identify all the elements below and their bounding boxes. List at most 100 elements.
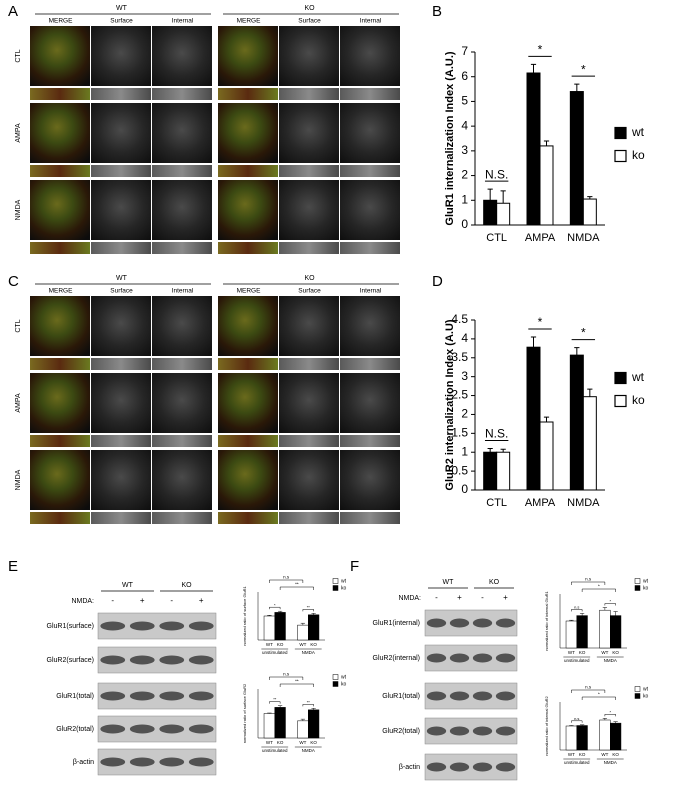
group-label: KO xyxy=(181,582,192,589)
micrograph xyxy=(30,180,90,240)
micrograph xyxy=(340,180,400,240)
bar xyxy=(565,725,578,751)
panel-label: D xyxy=(432,273,443,290)
x-tick-label: unstimulated xyxy=(262,650,288,655)
blot-band xyxy=(449,653,470,663)
micrograph xyxy=(279,450,339,510)
error-bar xyxy=(579,724,585,726)
bar xyxy=(565,620,578,649)
panel-label: F xyxy=(350,558,359,575)
significance-label: n.s xyxy=(283,575,290,580)
micrograph-strip xyxy=(279,358,339,370)
significance-label: * xyxy=(274,602,276,607)
blot-band xyxy=(159,691,185,701)
bar xyxy=(576,725,588,751)
micrograph xyxy=(279,26,339,86)
bar-label: KO xyxy=(612,650,619,655)
treatment-label: NMDA: xyxy=(398,595,421,602)
y-tick-label: 0 xyxy=(461,217,468,231)
panel-label: B xyxy=(432,3,442,20)
significance-label: * xyxy=(581,62,586,76)
blot-row-label: GluR2(internal) xyxy=(373,655,420,662)
legend-label: wt xyxy=(631,125,645,139)
significance-bracket xyxy=(581,588,616,592)
error-bar xyxy=(277,610,283,613)
bar-label: WT xyxy=(266,740,273,745)
y-tick-label: 1 xyxy=(461,192,468,206)
treatment-mark: - xyxy=(170,596,173,605)
treatment-mark: - xyxy=(435,593,438,602)
micrograph-strip xyxy=(30,358,90,370)
blot-band xyxy=(129,691,155,701)
panel-label: A xyxy=(8,3,18,20)
column-label: Surface xyxy=(110,18,133,25)
blot-band xyxy=(426,691,447,701)
treatment-mark: + xyxy=(140,596,145,605)
bar xyxy=(582,198,597,226)
blot-band xyxy=(100,621,126,631)
bar xyxy=(539,145,554,226)
micrograph-strip xyxy=(218,358,278,370)
micrograph-strip xyxy=(340,165,400,177)
y-tick-label: 4 xyxy=(461,118,468,132)
legend-label: ko xyxy=(632,148,645,162)
micrograph-strip xyxy=(91,512,151,524)
error-bar xyxy=(587,196,593,200)
bar xyxy=(308,614,320,641)
micrograph xyxy=(91,296,151,356)
blot-band xyxy=(472,726,493,736)
micrograph-strip xyxy=(152,512,212,524)
y-axis-label: normalized ratio of internal GluR2 xyxy=(544,695,549,755)
blot-row-label: β-actin xyxy=(73,759,94,766)
x-tick-label: NMDA xyxy=(567,232,600,244)
significance-bracket xyxy=(604,603,616,606)
legend-label: ko xyxy=(341,585,347,591)
micrograph-strip xyxy=(152,242,212,254)
bar xyxy=(599,609,611,649)
column-label: Surface xyxy=(110,288,133,295)
micrograph xyxy=(30,373,90,433)
micrograph xyxy=(218,296,278,356)
error-bar xyxy=(530,63,537,74)
micrograph xyxy=(91,373,151,433)
micrograph-strip xyxy=(91,242,151,254)
significance-label: ** xyxy=(295,679,299,684)
micrograph xyxy=(152,26,212,86)
blot-band xyxy=(100,724,126,734)
blot-band xyxy=(129,621,155,631)
micrograph xyxy=(279,296,339,356)
y-tick-label: 4 xyxy=(461,331,468,345)
treatment-mark: - xyxy=(111,596,114,605)
blot-band xyxy=(129,757,155,767)
y-tick-label: 2 xyxy=(461,407,468,421)
micrograph xyxy=(152,103,212,163)
significance-bracket xyxy=(581,696,616,700)
bar-label: KO xyxy=(310,740,317,745)
micrograph-strip xyxy=(340,88,400,100)
micrograph xyxy=(218,450,278,510)
micrograph xyxy=(279,103,339,163)
blot-row-label: GluR2(total) xyxy=(382,728,420,735)
column-label: Internal xyxy=(172,18,194,25)
group-label: KO xyxy=(304,5,315,12)
significance-bracket xyxy=(279,683,314,687)
treatment-mark: + xyxy=(503,593,508,602)
x-tick-label: AMPA xyxy=(525,497,556,509)
row-label: NMDA xyxy=(15,199,22,220)
micrograph-strip xyxy=(340,358,400,370)
bar-label: WT xyxy=(299,740,306,745)
blot-band xyxy=(159,655,185,665)
blot-band xyxy=(495,726,516,736)
bar xyxy=(274,612,286,641)
legend-swatch xyxy=(614,394,627,408)
y-tick-label: 0.5 xyxy=(451,463,468,477)
bar xyxy=(526,72,541,226)
y-tick-label: 0 xyxy=(461,482,468,496)
y-tick-label: 3 xyxy=(461,143,468,157)
column-label: Internal xyxy=(360,288,382,295)
error-bar xyxy=(267,615,272,616)
column-label: MERGE xyxy=(237,18,262,25)
micrograph-strip xyxy=(30,88,90,100)
group-label: KO xyxy=(489,579,500,586)
group-label: KO xyxy=(304,275,315,282)
